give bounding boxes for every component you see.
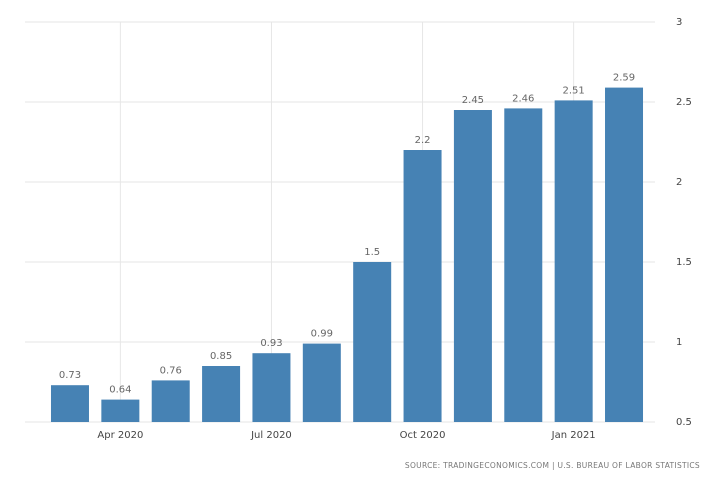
bar xyxy=(252,353,291,422)
y-tick-label: 1.5 xyxy=(676,257,692,268)
bar xyxy=(151,380,190,422)
bar xyxy=(50,385,89,422)
value-label: 0.85 xyxy=(210,351,232,362)
bar xyxy=(504,108,543,423)
value-label: 2.59 xyxy=(613,73,635,84)
bar xyxy=(202,366,241,422)
bar xyxy=(101,399,140,422)
bar xyxy=(605,87,644,422)
bar xyxy=(302,343,341,422)
value-label: 2.45 xyxy=(462,95,484,106)
x-tick-label: Jul 2020 xyxy=(250,430,292,441)
y-tick-label: 2 xyxy=(676,177,682,188)
value-label: 2.2 xyxy=(415,135,431,146)
bar xyxy=(353,262,392,422)
value-label: 2.51 xyxy=(563,85,585,96)
value-label: 0.76 xyxy=(160,365,182,376)
value-label: 0.73 xyxy=(59,370,81,381)
value-label: 1.5 xyxy=(364,247,380,258)
value-label: 0.99 xyxy=(311,329,333,340)
y-tick-label: 1 xyxy=(676,337,682,348)
bar xyxy=(403,150,442,422)
x-tick-label: Oct 2020 xyxy=(400,430,446,441)
y-tick-label: 0.5 xyxy=(676,417,692,428)
y-tick-label: 2.5 xyxy=(676,97,692,108)
y-tick-label: 3 xyxy=(676,17,682,28)
bar xyxy=(554,100,593,423)
value-label: 0.93 xyxy=(260,338,282,349)
x-tick-label: Apr 2020 xyxy=(97,430,143,441)
value-label: 2.46 xyxy=(512,93,534,104)
x-tick-label: Jan 2021 xyxy=(551,430,596,441)
value-label: 0.64 xyxy=(109,385,131,396)
bar xyxy=(453,110,492,422)
source-note: SOURCE: TRADINGECONOMICS.COM | U.S. BURE… xyxy=(405,461,700,470)
